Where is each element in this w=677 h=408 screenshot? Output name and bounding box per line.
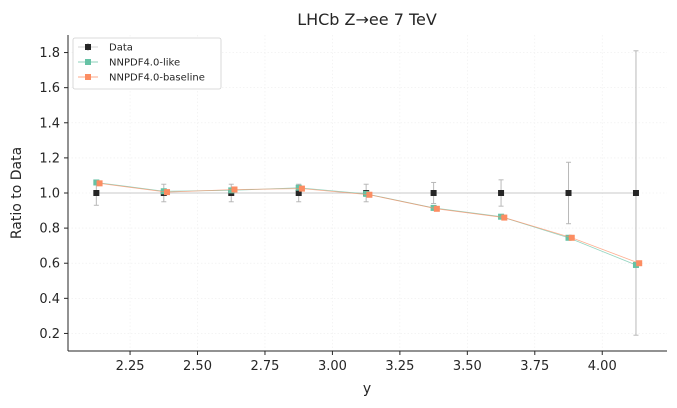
legend-marker [85, 44, 91, 50]
data-point [498, 213, 505, 220]
data-point [501, 214, 508, 221]
data-point [295, 184, 302, 191]
plot-area [93, 50, 643, 336]
x-tick-label: 3.75 [520, 359, 549, 374]
legend-marker [85, 59, 91, 65]
data-point [498, 190, 505, 196]
data-point [430, 190, 437, 196]
series-2 [96, 180, 643, 267]
x-ticks: 2.25 2.50 2.75 3.00 3.25 3.50 3.75 4.00 [116, 351, 617, 374]
legend-entry: Data [78, 43, 133, 54]
legend-label: Data [109, 43, 133, 54]
x-tick-label: 4.00 [588, 359, 617, 374]
legend-label: NNPDF4.0-like [109, 58, 180, 69]
legend-entry: NNPDF4.0-baseline [78, 73, 205, 84]
y-tick-label: 0.6 [39, 257, 60, 272]
x-axis-label: y [363, 381, 371, 397]
data-point [164, 189, 171, 196]
data-point [228, 187, 235, 194]
x-tick-label: 3.00 [318, 359, 347, 374]
legend: Data NNPDF4.0-like NNPDF4.0-baseline [72, 37, 222, 90]
data-point [433, 205, 440, 212]
y-tick-label: 0.8 [39, 222, 60, 237]
y-tick-label: 0.4 [39, 292, 60, 307]
data-point [96, 180, 103, 187]
x-tick-label: 2.75 [250, 359, 279, 374]
x-tick-label: 3.25 [385, 359, 414, 374]
data-point [93, 190, 100, 196]
data-point [298, 185, 305, 192]
legend-label: NNPDF4.0-baseline [109, 73, 205, 84]
data-point [632, 261, 639, 268]
y-tick-label: 1.0 [39, 187, 60, 202]
data-point [568, 234, 575, 241]
data-point [295, 190, 302, 196]
y-tick-label: 1.2 [39, 151, 60, 166]
data-point [636, 260, 643, 267]
x-tick-label: 2.50 [183, 359, 212, 374]
chart-title: LHCb Z→ee 7 TeV [297, 10, 437, 29]
data-point [366, 191, 373, 198]
y-tick-label: 1.4 [39, 116, 60, 131]
data-point [160, 188, 167, 195]
data-point [565, 190, 572, 196]
legend-frame [72, 37, 222, 90]
legend-entry: NNPDF4.0-like [78, 58, 180, 69]
data-point [632, 190, 639, 196]
data-point [93, 179, 100, 186]
y-tick-label: 1.6 [39, 81, 60, 96]
data-point [363, 190, 370, 197]
x-tick-label: 2.25 [116, 359, 145, 374]
x-tick-label: 3.50 [453, 359, 482, 374]
legend-marker [85, 74, 91, 80]
y-ticks: 0.2 0.4 0.6 0.8 1.0 1.2 1.4 1.6 1.8 [39, 46, 68, 342]
data-point [231, 186, 238, 193]
y-axis-label: Ratio to Data [9, 147, 25, 239]
y-tick-label: 0.2 [39, 327, 60, 342]
y-tick-label: 1.8 [39, 46, 60, 61]
data-point [565, 234, 572, 241]
